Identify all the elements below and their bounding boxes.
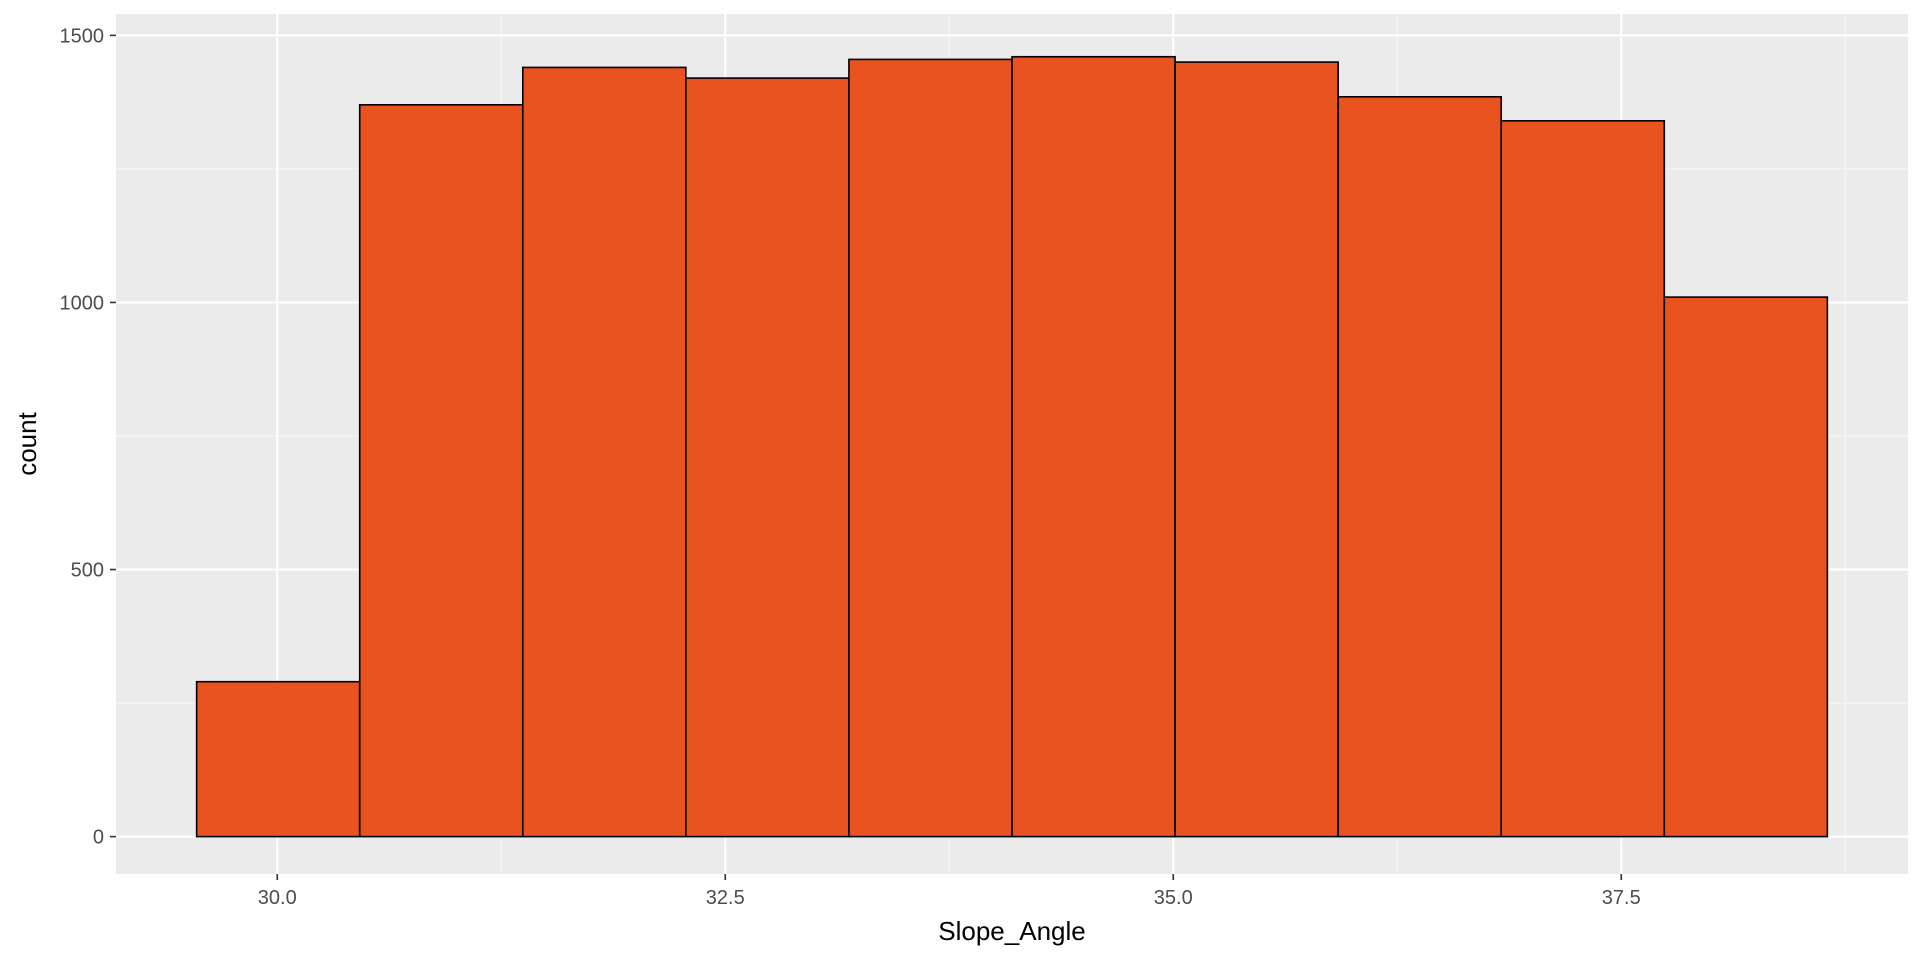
histogram-bar [1337,95,1503,838]
histogram-bars [195,55,1829,838]
histogram-bar [1663,296,1829,838]
histogram-bar [195,680,361,838]
x-tick-label: 37.5 [1602,887,1641,909]
histogram-bar [1011,55,1176,838]
y-axis-ticks: 0 500 1000 1500 [60,25,116,849]
histogram-bar [358,104,524,838]
y-tick-label: 1500 [60,25,105,47]
x-tick-label: 35.0 [1154,887,1193,909]
y-tick-label: 0 [93,827,104,849]
histogram-bar [685,77,850,838]
x-tick-label: 30.0 [258,887,297,909]
histogram-bar [1174,61,1339,838]
y-tick-label: 1000 [60,292,105,314]
x-axis-ticks: 30.0 32.5 35.0 37.5 [258,874,1641,909]
histogram-bar [848,58,1013,838]
histogram-bar [1500,120,1666,838]
x-tick-label: 32.5 [706,887,745,909]
y-axis-title: count [12,411,42,475]
histogram-bar [521,66,687,838]
x-axis-title: Slope_Angle [938,916,1085,946]
y-tick-label: 500 [71,560,104,582]
